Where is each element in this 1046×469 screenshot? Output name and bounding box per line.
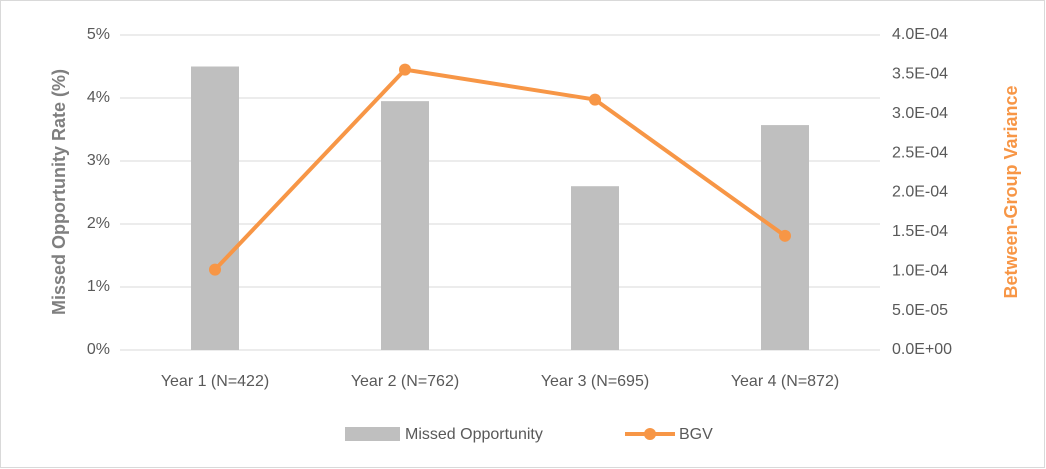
bar xyxy=(381,101,429,351)
legend-label: Missed Opportunity xyxy=(405,426,543,443)
legend-swatch xyxy=(345,427,400,441)
bar xyxy=(571,186,619,350)
y2-tick-label: 5.0E-05 xyxy=(892,302,948,319)
y-axis-title: Missed Opportunity Rate (%) xyxy=(49,69,69,315)
line-marker xyxy=(399,63,411,76)
line xyxy=(213,67,787,272)
y-tick-label: 5% xyxy=(87,26,110,43)
y-tick-label: 1% xyxy=(87,278,110,295)
y2-tick-label: 3.5E-04 xyxy=(892,66,948,83)
legend-swatch-marker xyxy=(644,428,656,440)
bar xyxy=(191,66,239,350)
x-tick-label: Year 4 (N=872) xyxy=(731,373,839,390)
y2-axis-title: Between-Group Variance xyxy=(1001,85,1021,298)
y-tick-label: 3% xyxy=(87,152,110,169)
x-tick-label: Year 1 (N=422) xyxy=(161,373,269,390)
y2-tick-label: 1.0E-04 xyxy=(892,262,948,279)
y2-tick-label: 2.0E-04 xyxy=(892,184,948,201)
x-tick-label: Year 2 (N=762) xyxy=(351,373,459,390)
y-tick-label: 4% xyxy=(87,89,110,106)
y2-tick-label: 1.5E-04 xyxy=(892,223,948,240)
y-tick-label: 2% xyxy=(87,215,110,232)
y-tick-label: 0% xyxy=(87,341,110,358)
legend-label: BGV xyxy=(679,426,713,443)
y2-tick-label: 0.0E+00 xyxy=(892,341,952,358)
x-tick-label: Year 3 (N=695) xyxy=(541,373,649,390)
line-marker xyxy=(589,93,601,106)
line-marker xyxy=(209,263,221,276)
y2-tick-label: 4.0E-04 xyxy=(892,26,948,43)
y2-tick-label: 3.0E-04 xyxy=(892,105,948,122)
line-marker xyxy=(779,229,791,242)
y2-tick-label: 2.5E-04 xyxy=(892,144,948,161)
